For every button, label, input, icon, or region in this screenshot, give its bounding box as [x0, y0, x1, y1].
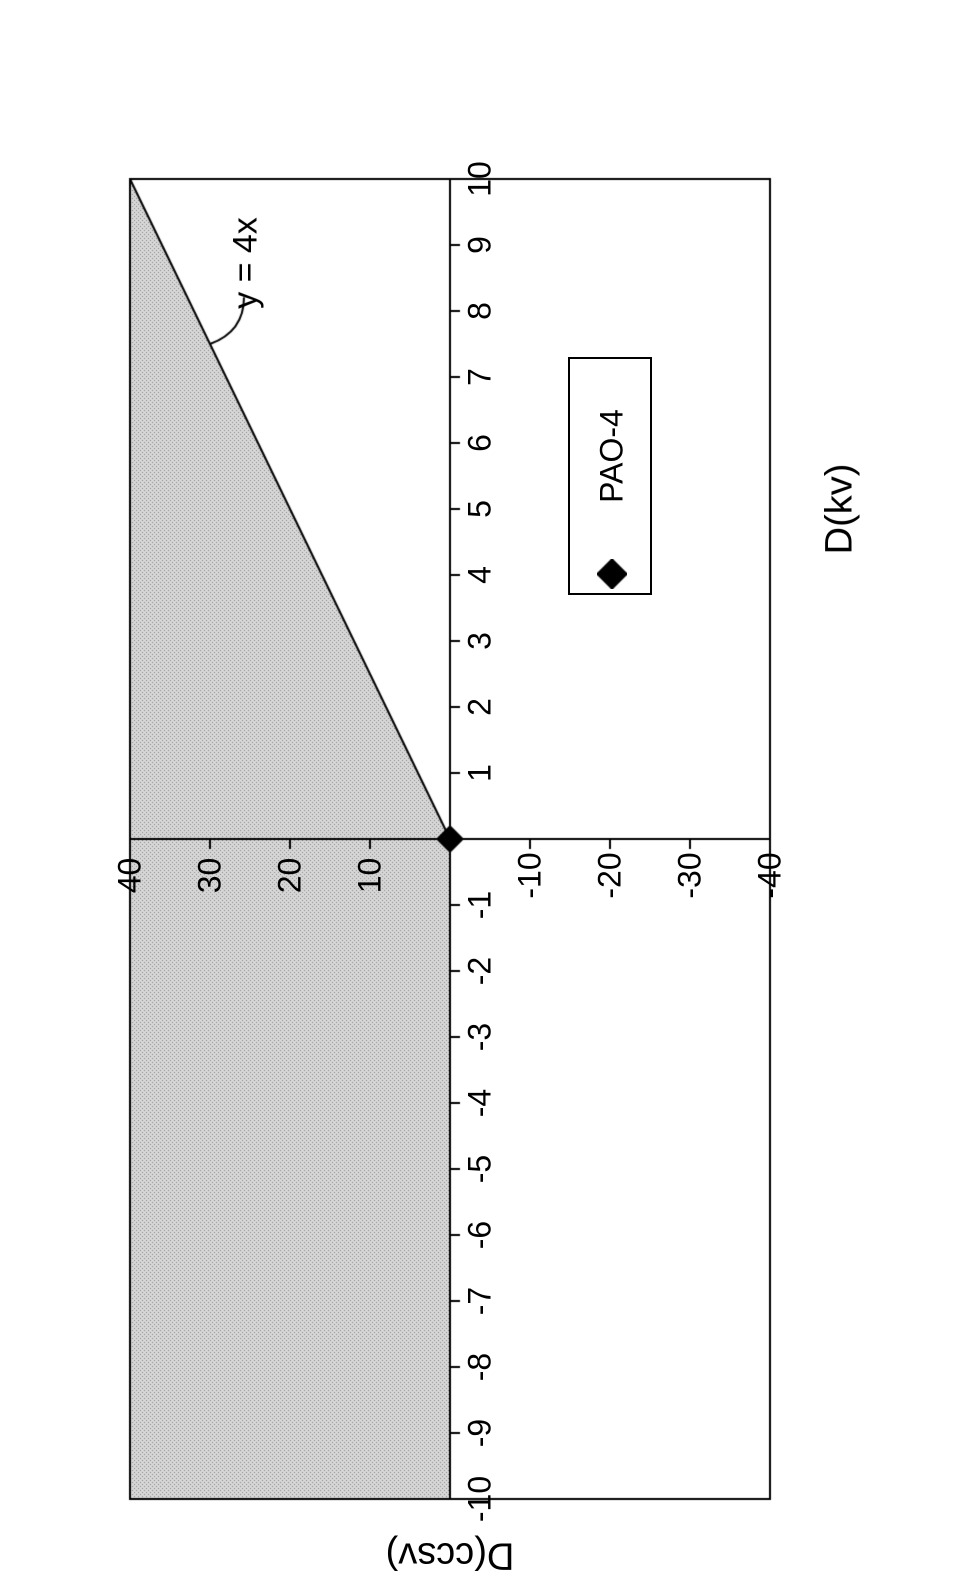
- x-tick-label: 7: [462, 368, 499, 386]
- x-tick-label: 1: [462, 764, 499, 782]
- x-tick-label: -8: [462, 1353, 499, 1381]
- x-tick-label: -2: [462, 957, 499, 985]
- legend-item-label: PAO-4: [594, 409, 631, 503]
- x-tick-label: 10: [462, 161, 499, 197]
- x-tick-label: -6: [462, 1221, 499, 1249]
- x-tick-label: 5: [462, 500, 499, 518]
- x-tick-label: -7: [462, 1287, 499, 1315]
- y-tick-label: 10: [352, 858, 389, 894]
- y-tick-label: 40: [112, 858, 149, 894]
- chart-stage: D(ccsv) D(kv) y = 4x PAO-4 -10 -9 -8 -7 -6 -5…: [0, 0, 953, 1579]
- x-tick-label: 6: [462, 434, 499, 452]
- legend-marker-diamond-icon: [597, 559, 627, 589]
- x-tick-label: -4: [462, 1089, 499, 1117]
- x-tick-label: 9: [462, 236, 499, 254]
- y-tick-label: -20: [592, 852, 629, 898]
- y-tick-label: 20: [272, 858, 309, 894]
- x-tick-label: -1: [462, 891, 499, 919]
- y-tick-label: -10: [512, 852, 549, 898]
- y-tick-label: -30: [672, 852, 709, 898]
- x-tick-label: 8: [462, 302, 499, 320]
- x-tick-label: 3: [462, 632, 499, 650]
- x-tick-label: -3: [462, 1023, 499, 1051]
- line-equation-annotation: y = 4x: [227, 217, 266, 309]
- legend: PAO-4: [568, 357, 652, 595]
- y-axis-label: D(ccsv): [386, 1534, 515, 1577]
- x-tick-label: -10: [462, 1476, 499, 1522]
- x-tick-label: 2: [462, 698, 499, 716]
- x-axis-label: D(kv): [819, 464, 862, 555]
- x-tick-label: -5: [462, 1155, 499, 1183]
- x-tick-label: -9: [462, 1419, 499, 1447]
- y-tick-label: 30: [192, 858, 229, 894]
- x-tick-label: 4: [462, 566, 499, 584]
- y-tick-label: -40: [752, 852, 789, 898]
